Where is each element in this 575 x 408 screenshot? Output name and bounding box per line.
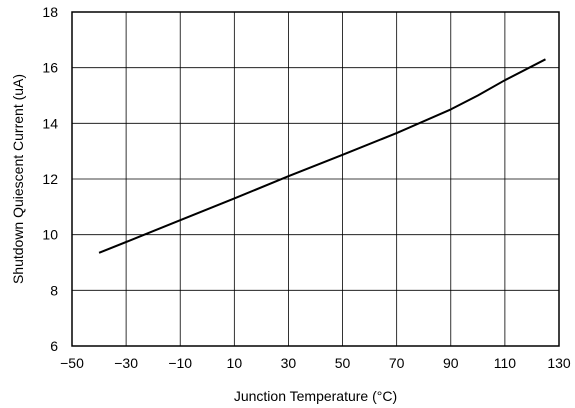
plot-frame bbox=[71, 11, 560, 347]
y-axis-label: Shutdown Quiescent Current (uA) bbox=[10, 74, 26, 284]
series-line bbox=[98, 58, 546, 254]
y-tick-label: 16 bbox=[42, 60, 58, 76]
x-tick-labels: −50 −30 −10 10 30 50 70 90 110 130 bbox=[60, 355, 571, 371]
x-tick-label: 110 bbox=[494, 355, 517, 371]
x-tick-label: 30 bbox=[281, 355, 297, 371]
x-tick-label: 70 bbox=[389, 355, 405, 371]
series-group bbox=[98, 58, 546, 254]
y-tick-label: 14 bbox=[42, 115, 58, 131]
x-tick-label: 90 bbox=[443, 355, 459, 371]
y-tick-label: 6 bbox=[50, 338, 58, 354]
x-tick-label: 50 bbox=[335, 355, 351, 371]
y-tick-label: 8 bbox=[50, 282, 58, 298]
grid bbox=[72, 12, 559, 346]
x-tick-label: −50 bbox=[60, 355, 84, 371]
x-axis-label: Junction Temperature (°C) bbox=[234, 388, 397, 404]
x-tick-label: 130 bbox=[547, 355, 571, 371]
x-tick-label: 10 bbox=[227, 355, 243, 371]
y-tick-label: 12 bbox=[42, 171, 58, 187]
y-tick-labels: 6 8 10 12 14 16 18 bbox=[42, 4, 58, 354]
x-tick-label: −10 bbox=[168, 355, 192, 371]
y-tick-label: 18 bbox=[42, 4, 58, 20]
x-tick-label: −30 bbox=[114, 355, 138, 371]
y-tick-label: 10 bbox=[42, 227, 58, 243]
